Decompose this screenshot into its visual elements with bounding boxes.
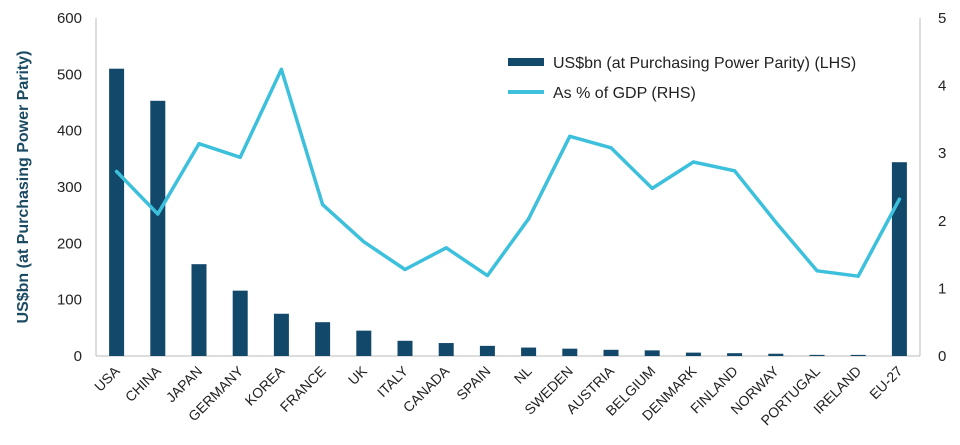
- bar-korea: [273, 313, 289, 356]
- bar-germany: [232, 290, 248, 356]
- gdp-percent-point-spain: [485, 273, 489, 278]
- bar-portugal: [809, 354, 825, 356]
- left-tick-label: 200: [57, 235, 82, 252]
- gdp-percent-point-norway: [774, 220, 778, 224]
- bar-france: [315, 322, 331, 356]
- line-series: [114, 67, 902, 278]
- bar-canada: [438, 343, 454, 356]
- category-label: EU-27: [866, 363, 906, 403]
- left-tick-label: 100: [57, 292, 82, 309]
- category-label: SPAIN: [453, 363, 493, 403]
- gdp-percent-line: [114, 67, 902, 278]
- bar-austria: [603, 349, 619, 356]
- gdp-percent-point-ireland: [856, 274, 860, 278]
- legend-bar-label: US$bn (at Purchasing Power Parity) (LHS): [553, 55, 856, 72]
- bar-eu-27: [891, 162, 907, 356]
- gdp-percent-point-france: [321, 202, 325, 207]
- left-tick-label: 600: [57, 10, 82, 27]
- bar-ireland: [850, 354, 866, 356]
- bar-belgium: [644, 350, 660, 356]
- bar-uk: [356, 330, 372, 356]
- bar-usa: [109, 68, 125, 356]
- bar-japan: [191, 264, 207, 356]
- category-label: UK: [345, 362, 371, 388]
- gdp-percent-point-italy: [403, 267, 407, 272]
- bar-china: [150, 100, 166, 356]
- gdp-percent-point-belgium: [650, 186, 654, 190]
- category-label: CHINA: [122, 362, 165, 405]
- right-axis-ticks: 0 1 2 3 4 5: [938, 10, 946, 365]
- category-label: FRANCE: [277, 363, 329, 415]
- category-label: USA: [91, 362, 123, 394]
- gdp-percent-point-nl: [527, 217, 531, 221]
- legend: US$bn (at Purchasing Power Parity) (LHS)…: [508, 55, 856, 102]
- right-tick-label: 0: [938, 348, 946, 365]
- category-label: NL: [511, 363, 535, 387]
- left-tick-label: 400: [57, 123, 82, 140]
- gdp-percent-point-austria: [609, 146, 613, 150]
- right-tick-label: 2: [938, 213, 946, 230]
- bar-finland: [727, 353, 743, 356]
- y-axis-label: US$bn (at Purchasing Power Parity): [15, 51, 32, 324]
- left-tick-label: 300: [57, 179, 82, 196]
- left-axis-ticks: 0 100 200 300 400 500 600: [57, 10, 82, 365]
- gdp-percent-point-germany: [238, 155, 242, 159]
- gdp-percent-point-usa: [115, 169, 119, 174]
- category-label: ITALY: [374, 362, 412, 400]
- bar-spain: [479, 345, 495, 356]
- gdp-percent-point-finland: [733, 169, 737, 173]
- right-tick-label: 4: [938, 78, 946, 95]
- gdp-percent-point-denmark: [691, 160, 696, 164]
- bar-italy: [397, 340, 413, 356]
- bar-sweden: [562, 348, 578, 356]
- right-tick-label: 3: [938, 145, 946, 162]
- legend-bar-swatch: [508, 58, 544, 66]
- gdp-percent-point-japan: [197, 142, 201, 146]
- right-tick-label: 1: [938, 280, 946, 297]
- bar-nl: [521, 347, 537, 356]
- gdp-percent-point-portugal: [815, 269, 819, 273]
- gdp-percent-point-china: [156, 212, 160, 216]
- bar-denmark: [685, 352, 701, 356]
- left-tick-label: 500: [57, 66, 82, 83]
- gdp-percent-point-sweden: [568, 134, 572, 138]
- right-tick-label: 5: [938, 10, 946, 27]
- category-label: CANADA: [400, 362, 453, 415]
- gdp-percent-point-eu-27: [897, 197, 902, 201]
- gdp-percent-point-uk: [362, 240, 366, 244]
- left-tick-label: 0: [74, 348, 82, 365]
- bar-series: [109, 68, 907, 356]
- legend-line-label: As % of GDP (RHS): [553, 85, 696, 102]
- gdp-percent-point-canada: [444, 246, 448, 250]
- gdp-percent-point-korea: [279, 67, 283, 71]
- bar-norway: [768, 353, 784, 356]
